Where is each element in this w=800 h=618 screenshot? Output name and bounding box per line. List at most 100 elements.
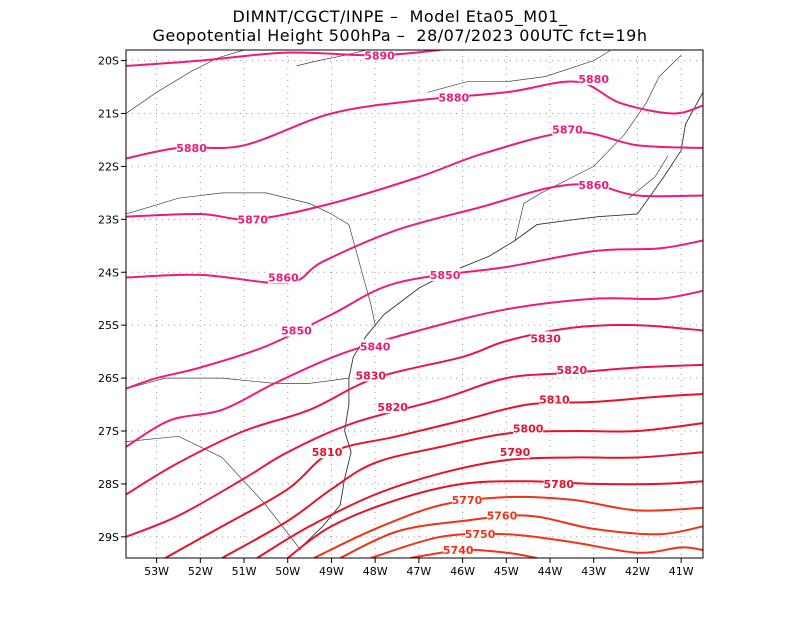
lon-tick-label: 44W	[538, 565, 563, 578]
map-frame	[125, 49, 704, 559]
contour-label-bg	[364, 50, 395, 62]
contour-5820	[126, 363, 703, 538]
contour-label-bg	[355, 368, 386, 382]
lat-tick-label: 25S	[98, 319, 119, 332]
contour-5790	[256, 451, 703, 558]
lon-tick-label: 47W	[406, 565, 431, 578]
contour-label-5850: 5850	[281, 324, 312, 337]
contour-label-5880: 5880	[578, 73, 609, 86]
contour-5880	[126, 80, 703, 160]
lat-tick-label: 27S	[98, 425, 119, 438]
state-border	[427, 49, 612, 93]
contour-5770	[313, 495, 703, 558]
contour-label-bg	[552, 122, 583, 136]
lon-tick-label: 45W	[494, 565, 519, 578]
lat-tick-label: 20S	[98, 55, 119, 68]
contour-5800	[221, 422, 703, 558]
contour-label-5790: 5790	[500, 446, 531, 459]
contour-label-bg	[500, 445, 531, 459]
lon-tick-label: 46W	[450, 565, 475, 578]
contour-label-bg	[377, 400, 408, 414]
title-line-2: Geopotential Height 500hPa – 28/07/2023 …	[152, 26, 648, 45]
contour-label-bg	[530, 331, 561, 345]
contour-5750	[370, 532, 703, 558]
lon-tick-label: 43W	[581, 565, 606, 578]
contour-label-5880: 5880	[439, 92, 470, 105]
geography-lines	[125, 49, 704, 559]
lat-tick-label: 28S	[98, 478, 119, 491]
contour-label-5860: 5860	[578, 179, 609, 192]
contour-label-bg	[268, 270, 299, 284]
contour-label-5750: 5750	[465, 528, 496, 541]
lat-tick-label: 23S	[98, 213, 119, 226]
contour-label-5870: 5870	[552, 123, 583, 136]
state-border	[296, 49, 367, 67]
contour-5830	[126, 324, 703, 496]
lon-tick-label: 41W	[669, 565, 694, 578]
contour-label-bg	[539, 392, 570, 406]
contour-label-bg	[578, 177, 609, 191]
contour-label-bg	[176, 140, 207, 154]
contour-5890	[126, 50, 441, 67]
lon-tick-label: 42W	[625, 565, 650, 578]
contour-label-bg	[513, 421, 544, 435]
contour-label-bg	[486, 508, 517, 522]
contour-label-bg	[430, 267, 461, 281]
contour-label-bg	[237, 212, 268, 226]
contour-5740	[409, 548, 538, 558]
contour-label-5800: 5800	[513, 422, 544, 435]
contour-5810	[164, 393, 703, 558]
state-border	[514, 55, 682, 241]
contour-label-5880: 5880	[176, 142, 207, 155]
lat-tick-label: 29S	[98, 531, 119, 544]
state-border	[125, 192, 376, 326]
contour-5840	[126, 289, 703, 448]
contour-label-bg	[451, 492, 482, 506]
contour-label-bg	[281, 323, 312, 337]
contour-label-5830: 5830	[355, 369, 386, 382]
coastline	[287, 92, 704, 559]
contour-5860	[126, 183, 703, 285]
contour-label-bg	[438, 90, 469, 104]
contour-label-5810: 5810	[312, 446, 343, 459]
lon-tick-label: 51W	[232, 565, 257, 578]
contour-label-5740: 5740	[443, 544, 474, 557]
state-border	[125, 377, 349, 390]
lon-tick-label: 49W	[319, 565, 344, 578]
contour-label-5820: 5820	[557, 364, 588, 377]
contour-label-5850: 5850	[430, 269, 461, 282]
contour-label-5780: 5780	[543, 478, 574, 491]
state-border	[125, 49, 245, 114]
contour-label-5890: 5890	[364, 49, 395, 62]
contour-label-bg	[543, 476, 574, 490]
contour-label-bg	[465, 527, 496, 541]
state-border	[628, 155, 669, 199]
contour-lines: 5890 5880 5880 5880 5870 5870 5860 5860 5850 5850…	[126, 49, 703, 558]
contour-5760	[339, 514, 703, 558]
lon-tick-label: 53W	[144, 565, 169, 578]
lon-tick-label: 52W	[188, 565, 213, 578]
contour-label-5840: 5840	[360, 340, 391, 353]
contour-label-bg	[312, 445, 343, 459]
lon-tick-label: 50W	[275, 565, 300, 578]
contour-label-5770: 5770	[452, 494, 483, 507]
lat-tick-label: 22S	[98, 160, 119, 173]
lat-tick-label: 26S	[98, 372, 119, 385]
contour-label-bg	[443, 543, 474, 557]
contour-label-5760: 5760	[487, 510, 518, 523]
contour-label-5830: 5830	[530, 332, 561, 345]
contour-label-bg	[360, 339, 391, 353]
lat-tick-label: 21S	[98, 108, 119, 121]
contour-label-5860: 5860	[268, 272, 299, 285]
contour-label-5870: 5870	[237, 213, 268, 226]
contour-label-bg	[556, 363, 587, 377]
contour-5870	[126, 130, 703, 221]
lon-tick-label: 48W	[363, 565, 388, 578]
axis-ticks: 53W 52W 51W 50W 49W 48W 47W 46W 45W 44W 43W 42W 41W 2…	[98, 55, 694, 578]
lat-tick-label: 24S	[98, 266, 119, 279]
contour-label-5810: 5810	[539, 393, 570, 406]
title-line-1: DIMNT/CGCT/INPE – Model Eta05_M01_	[232, 7, 568, 26]
state-border	[125, 435, 302, 551]
contour-5780	[287, 480, 703, 558]
